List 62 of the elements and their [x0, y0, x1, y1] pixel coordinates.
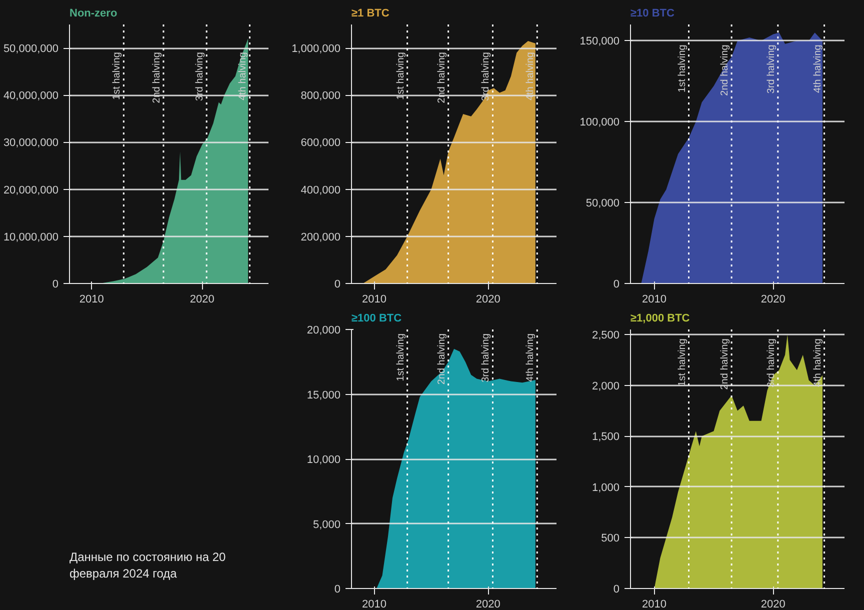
ref-line-label: 2nd halving — [720, 44, 731, 96]
ref-line-label: 4th halving — [525, 333, 536, 382]
y-tick-label: 1,500 — [592, 431, 620, 444]
ref-line-label: 3rd halving — [194, 52, 206, 101]
x-tick-label: 2010 — [362, 598, 387, 610]
ref-line-label: 3rd halving — [766, 44, 777, 94]
ref-line-label: 2nd halving — [436, 52, 448, 104]
ref-line-label: 1st halving — [395, 333, 406, 382]
y-tick-label: 0 — [52, 278, 59, 290]
chart-title: ≥100 BTC — [352, 312, 402, 324]
x-tick-label: 2010 — [642, 598, 667, 610]
ref-line-label: 1st halving — [676, 44, 688, 92]
y-tick-label: 5,000 — [312, 518, 341, 531]
x-tick-label: 2020 — [190, 294, 214, 306]
x-tick-label: 2010 — [642, 294, 667, 306]
y-tick-label: 50,000,000 — [3, 43, 59, 56]
y-tick-label: 2,000 — [592, 380, 620, 392]
y-tick-label: 20,000 — [306, 324, 341, 336]
chart-title: ≥10 BTC — [630, 8, 674, 20]
y-tick-label: 500 — [601, 532, 620, 545]
ref-line-label: 4th halving — [812, 338, 824, 387]
y-tick-label: 2,500 — [592, 330, 620, 342]
y-tick-label: 0 — [334, 278, 341, 290]
y-tick-label: 100,000 — [580, 116, 620, 129]
y-tick-label: 150,000 — [580, 36, 620, 48]
x-tick-label: 2010 — [362, 294, 387, 306]
y-tick-label: 1,000,000 — [292, 43, 340, 56]
y-tick-label: 10,000 — [306, 454, 341, 466]
chart-title: Non-zero — [70, 8, 118, 20]
ref-line-label: 3rd halving — [766, 338, 777, 388]
x-tick-label: 2020 — [476, 598, 500, 610]
chart-title: ≥1,000 BTC — [630, 312, 690, 324]
y-tick-label: 15,000 — [306, 389, 341, 402]
ref-line-label: 1st halving — [395, 52, 406, 100]
chart-title: ≥1 BTC — [352, 8, 390, 20]
y-tick-label: 600,000 — [300, 137, 341, 150]
y-tick-label: 800,000 — [300, 90, 341, 102]
y-tick-label: 0 — [334, 584, 341, 596]
x-tick-label: 2020 — [760, 294, 786, 306]
ref-line-label: 3rd halving — [480, 52, 492, 101]
y-tick-label: 0 — [613, 584, 620, 596]
ref-line-label: 1st halving — [676, 338, 688, 386]
y-tick-label: 20,000,000 — [3, 184, 59, 196]
text: Данные по состоянию на 20 февраля 2024 года — [70, 550, 226, 581]
ref-line-label: 1st halving — [112, 52, 123, 100]
x-tick-label: 2020 — [760, 598, 786, 610]
x-tick-label: 2010 — [79, 294, 104, 306]
y-tick-label: 400,000 — [300, 184, 341, 196]
y-tick-label: 10,000,000 — [3, 231, 59, 244]
ref-line-label: 4th halving — [238, 52, 249, 100]
y-tick-label: 40,000,000 — [3, 90, 59, 102]
y-tick-label: 50,000 — [586, 198, 620, 210]
ref-line-label: 4th halving — [525, 52, 536, 100]
y-tick-label: 0 — [613, 278, 620, 290]
ref-line-label: 2nd halving — [151, 52, 162, 104]
y-tick-label: 30,000,000 — [3, 137, 59, 150]
x-tick-label: 2020 — [476, 294, 500, 306]
ref-line-label: 4th halving — [812, 44, 824, 94]
y-tick-label: 200,000 — [300, 231, 341, 244]
ref-line-label: 3rd halving — [480, 334, 492, 382]
ref-line-label: 2nd halving — [436, 333, 448, 385]
y-tick-label: 1,000 — [592, 482, 620, 494]
